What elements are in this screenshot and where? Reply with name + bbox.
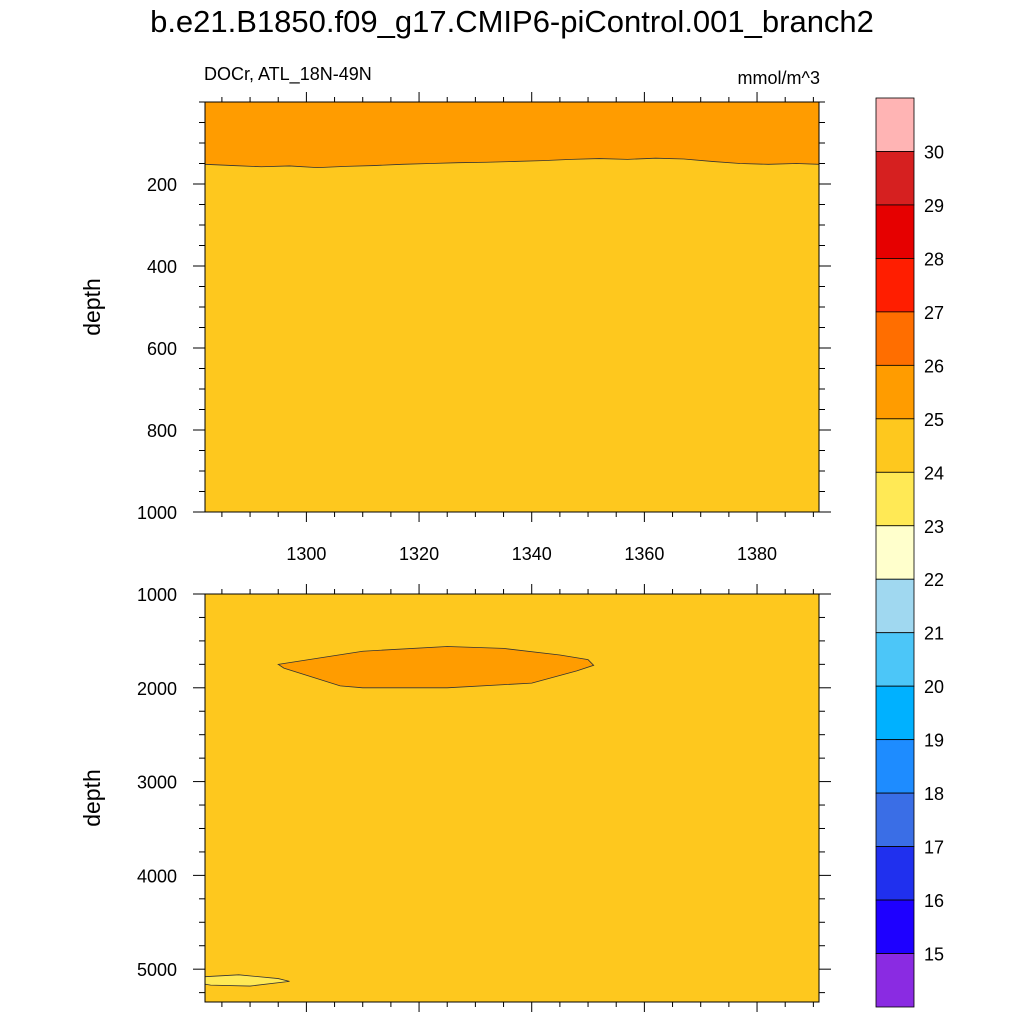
colorbar-swatch bbox=[875, 418, 915, 473]
y-axis-label: depth bbox=[79, 769, 105, 827]
y-tick-label: 200 bbox=[147, 175, 177, 195]
contour-fill-region bbox=[204, 974, 290, 987]
colorbar-label: 26 bbox=[924, 356, 944, 376]
contour-fill-region bbox=[205, 102, 819, 168]
x-tick-label: 1340 bbox=[512, 544, 552, 564]
chart-units-label: mmol/m^3 bbox=[737, 68, 820, 88]
colorbar-label: 25 bbox=[924, 410, 944, 430]
colorbar-swatch bbox=[875, 899, 915, 954]
colorbar-label: 21 bbox=[924, 624, 944, 644]
colorbar-label: 15 bbox=[924, 945, 944, 965]
y-tick-label: 600 bbox=[147, 339, 177, 359]
colorbar-swatch bbox=[875, 953, 915, 1008]
x-tick-label: 1320 bbox=[399, 544, 439, 564]
colorbar-swatch bbox=[875, 97, 915, 152]
colorbar-swatch bbox=[875, 685, 915, 741]
y-tick-label: 800 bbox=[147, 421, 177, 441]
colorbar-swatch bbox=[875, 525, 915, 580]
y-tick-label: 400 bbox=[147, 257, 177, 277]
y-tick-label: 5000 bbox=[137, 960, 177, 980]
colorbar-swatch bbox=[875, 471, 915, 527]
contour-fill-region bbox=[277, 646, 595, 689]
colorbar: 15 16 17 18 19 20 21 22 23 24 25 26 27 28 29 30 bbox=[875, 97, 944, 1008]
colorbar-swatch bbox=[875, 151, 915, 206]
colorbar-swatch bbox=[875, 311, 915, 366]
y-tick-label: 2000 bbox=[137, 679, 177, 699]
colorbar-label: 16 bbox=[924, 891, 944, 911]
colorbar-label: 24 bbox=[924, 463, 944, 483]
colorbar-swatch bbox=[875, 632, 915, 687]
chart-title: b.e21.B1850.f09_g17.CMIP6-piControl.001_… bbox=[150, 4, 874, 39]
contour-fill-background bbox=[205, 102, 819, 512]
colorbar-label: 23 bbox=[924, 517, 944, 537]
upper-panel: 1300 1320 1340 1360 1380 200 400 600 800 1000 dept… bbox=[79, 92, 831, 564]
colorbar-label: 17 bbox=[924, 838, 944, 858]
y-axis-label: depth bbox=[79, 278, 105, 336]
chart-variable-label: DOCr, ATL_18N-49N bbox=[204, 64, 372, 84]
x-tick-label: 1380 bbox=[737, 544, 777, 564]
plot-frame bbox=[204, 593, 820, 1003]
colorbar-label: 18 bbox=[924, 784, 944, 804]
colorbar-swatch bbox=[875, 258, 915, 313]
colorbar-label: 27 bbox=[924, 303, 944, 323]
contour-line bbox=[204, 157, 820, 169]
colorbar-swatch bbox=[875, 364, 915, 420]
colorbar-label: 28 bbox=[924, 249, 944, 269]
colorbar-swatch bbox=[875, 739, 915, 794]
colorbar-swatch bbox=[875, 846, 915, 901]
colorbar-label: 20 bbox=[924, 677, 944, 697]
colorbar-swatch bbox=[875, 792, 915, 847]
lower-panel: 1000 2000 3000 4000 5000 depth bbox=[79, 584, 831, 1012]
colorbar-label: 22 bbox=[924, 570, 944, 590]
colorbar-label: 19 bbox=[924, 731, 944, 751]
y-tick-label: 4000 bbox=[137, 866, 177, 886]
colorbar-swatch bbox=[875, 578, 915, 634]
colorbar-swatch bbox=[875, 204, 915, 259]
y-tick-label: 3000 bbox=[137, 773, 177, 793]
y-tick-label: 1000 bbox=[137, 585, 177, 605]
colorbar-label: 29 bbox=[924, 196, 944, 216]
y-tick-label: 1000 bbox=[137, 503, 177, 523]
x-tick-label: 1300 bbox=[286, 544, 326, 564]
colorbar-label: 30 bbox=[924, 142, 944, 162]
x-tick-label: 1360 bbox=[624, 544, 664, 564]
